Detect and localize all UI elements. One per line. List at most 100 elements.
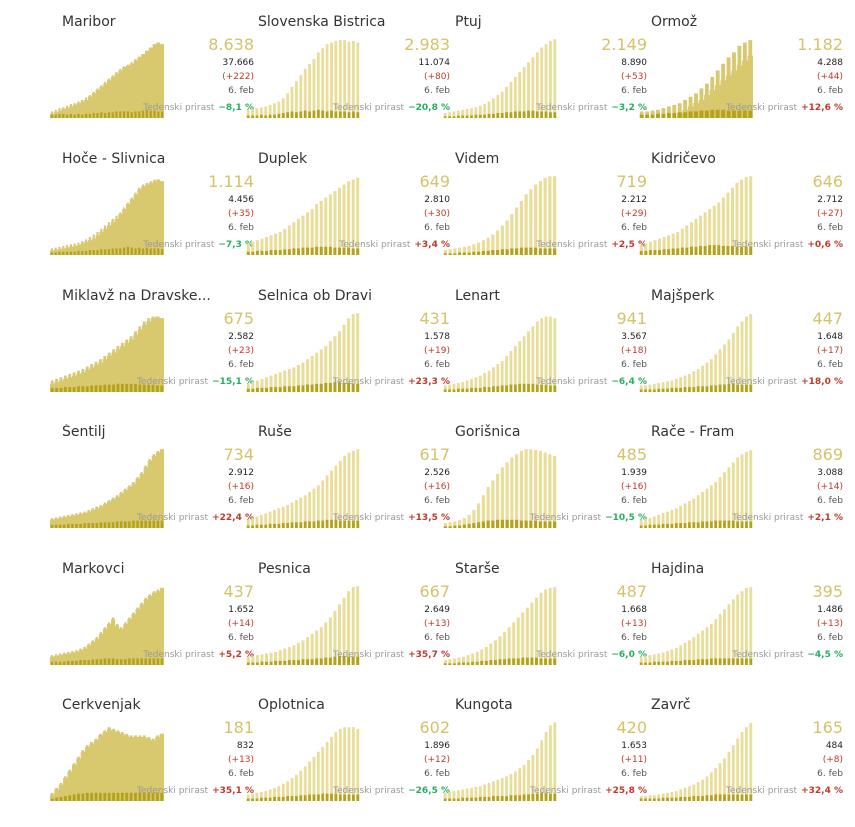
bar (278, 372, 282, 392)
bar (740, 732, 744, 801)
bar (132, 482, 135, 528)
base-bar (107, 249, 110, 255)
total-cases: 3.088 (817, 468, 843, 478)
base-bar (251, 115, 254, 118)
base-bar (472, 523, 476, 528)
municipality-card: Rače - Fram 869 3.088 (+14) 6. feb Tedenski p… (639, 424, 843, 554)
base-bar (99, 792, 102, 801)
bar (688, 640, 691, 665)
base-bar (312, 110, 316, 118)
weekly-change-label: Tedenski prirast (726, 786, 798, 796)
weekly-change-value: +35,1 % (212, 786, 254, 796)
bar (107, 222, 110, 255)
bar (544, 316, 548, 392)
weekly-change: Tedenski prirast +23,3 % (333, 377, 450, 387)
base-bar (657, 661, 661, 665)
base-bar (652, 389, 656, 392)
bar (694, 218, 698, 255)
total-cases: 2.582 (228, 332, 254, 342)
base-bar (543, 521, 547, 528)
base-bar (692, 522, 696, 528)
weekly-change: Tedenski prirast −10,5 % (530, 513, 647, 523)
base-bar (529, 247, 533, 255)
bar (652, 795, 656, 801)
base-bar (749, 794, 753, 801)
bar (351, 314, 355, 392)
base-bar (652, 661, 656, 665)
base-bar (461, 115, 465, 118)
base-bar (63, 524, 66, 528)
bar (452, 111, 456, 118)
bar (448, 522, 452, 528)
base-bar (661, 113, 666, 118)
base-bar (544, 384, 548, 392)
base-bar (457, 662, 461, 665)
base-bar (75, 523, 78, 528)
base-bar (107, 658, 111, 665)
municipality-card: Slovenska Bistrica 2.983 11.074 (+80) 6. feb… (246, 14, 450, 144)
bar (356, 42, 360, 118)
bar (723, 758, 726, 801)
base-bar (692, 660, 696, 665)
base-bar (286, 796, 290, 801)
bar (356, 313, 360, 392)
bar (351, 179, 355, 255)
bar (483, 104, 487, 118)
bar (77, 242, 80, 255)
base-bar (142, 792, 146, 801)
bar (740, 591, 744, 665)
bar (111, 75, 114, 118)
bar (112, 728, 115, 801)
bar (333, 191, 337, 255)
base-bar (111, 522, 115, 528)
base-bar (527, 383, 530, 392)
bar (745, 727, 748, 801)
bar (657, 794, 661, 801)
bar (286, 505, 290, 528)
base-bar (727, 520, 731, 528)
base-bar (324, 382, 328, 392)
municipality-card: Oplotnica 602 1.896 (+12) 6. feb Tedenski pri… (246, 697, 450, 827)
weekly-change: Tedenski prirast −15,1 % (137, 377, 254, 387)
base-bar (91, 523, 94, 528)
bar (157, 179, 160, 255)
base-bar (269, 250, 273, 255)
base-bar (319, 658, 323, 665)
base-bar (484, 660, 488, 665)
bar (151, 738, 155, 801)
base-bar (290, 796, 294, 801)
bar (142, 54, 145, 118)
weekly-change-value: +5,2 % (218, 650, 254, 660)
base-bar (103, 384, 107, 392)
base-bar (658, 250, 661, 255)
base-bar (92, 250, 95, 255)
base-bar (277, 523, 281, 528)
active-cases: 431 (419, 309, 450, 328)
base-bar (736, 794, 740, 801)
base-bar (513, 384, 517, 392)
weekly-change-value: −7,3 % (218, 240, 254, 250)
total-cases: 2.712 (817, 195, 843, 205)
base-bar (744, 246, 748, 255)
active-cases: 646 (812, 172, 843, 191)
base-bar (527, 794, 530, 801)
bar (283, 648, 287, 665)
bar (718, 614, 722, 665)
base-bar (705, 386, 709, 392)
base-bar (246, 251, 250, 255)
weekly-change-label: Tedenski prirast (143, 240, 215, 250)
base-bar (662, 249, 666, 255)
base-bar (535, 657, 538, 665)
base-bar (705, 659, 709, 665)
bar (103, 355, 107, 392)
bar (670, 509, 674, 528)
bar (134, 58, 137, 118)
base-bar (260, 387, 264, 392)
base-bar (251, 798, 254, 801)
base-bar (81, 793, 85, 801)
bar (666, 381, 669, 392)
base-bar (255, 115, 259, 118)
weekly-change: Tedenski prirast +35,7 % (333, 650, 450, 660)
base-bar (120, 383, 124, 392)
base-bar (54, 252, 57, 255)
